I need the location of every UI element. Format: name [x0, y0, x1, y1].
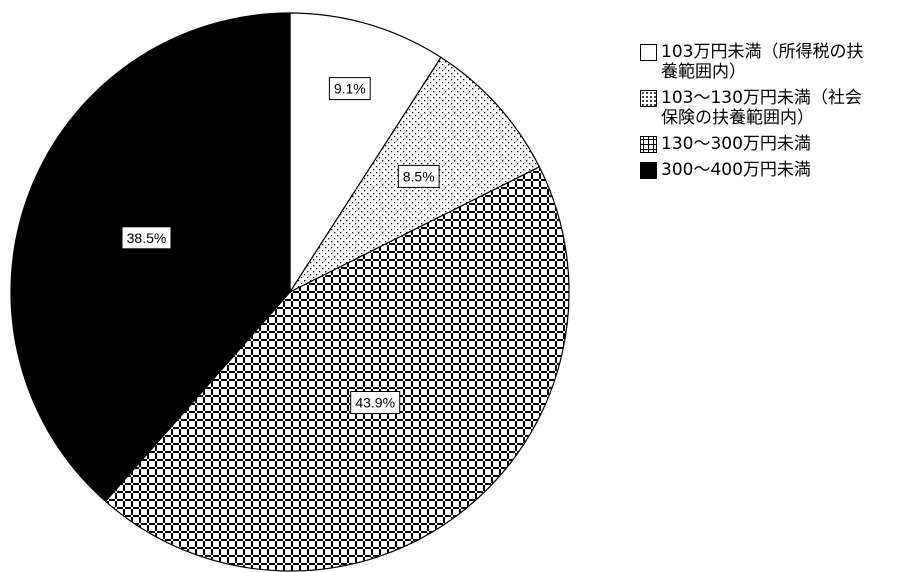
legend-item-300-400: 300～400万円未満 — [640, 160, 912, 180]
slice-label-text: 43.9% — [355, 395, 395, 411]
legend-item-130-300: 130～300万円未満 — [640, 134, 912, 154]
slice-label-box — [121, 226, 172, 250]
legend-swatch-dots — [640, 90, 657, 107]
slice-130-300 — [104, 166, 570, 572]
legend-item-103-130: 103～130万円未満（社会 保険の扶養範囲内） — [640, 88, 912, 128]
legend: 103万円未満（所得税の扶 養範囲内） 103～130万円未満（社会 保険の扶養… — [640, 42, 912, 186]
slice-under-103 — [289, 12, 442, 295]
legend-label: 103万円未満（所得税の扶 養範囲内） — [661, 42, 864, 82]
slice-label-text: 9.1% — [334, 81, 366, 97]
slice-300-400 — [10, 12, 291, 503]
legend-swatch-white — [640, 44, 657, 61]
legend-swatch-black — [640, 162, 657, 179]
slice-label-text: 8.5% — [403, 168, 435, 184]
legend-label: 300～400万円未満 — [661, 160, 811, 180]
legend-label: 130～300万円未満 — [661, 134, 811, 154]
slice-label-box — [350, 391, 401, 414]
slice-label-box — [397, 164, 440, 188]
legend-item-under-103: 103万円未満（所得税の扶 養範囲内） — [640, 42, 912, 82]
slice-data-label: 8.5% — [397, 164, 440, 188]
slice-data-label: 38.5% — [121, 226, 172, 250]
legend-label: 103～130万円未満（社会 保険の扶養範囲内） — [661, 88, 862, 128]
slice-data-label: 43.9% — [350, 391, 401, 414]
legend-swatch-cross — [640, 136, 657, 153]
slice-data-label: 9.1% — [328, 77, 371, 101]
slice-label-text: 38.5% — [127, 230, 167, 246]
slice-label-box — [328, 77, 371, 101]
